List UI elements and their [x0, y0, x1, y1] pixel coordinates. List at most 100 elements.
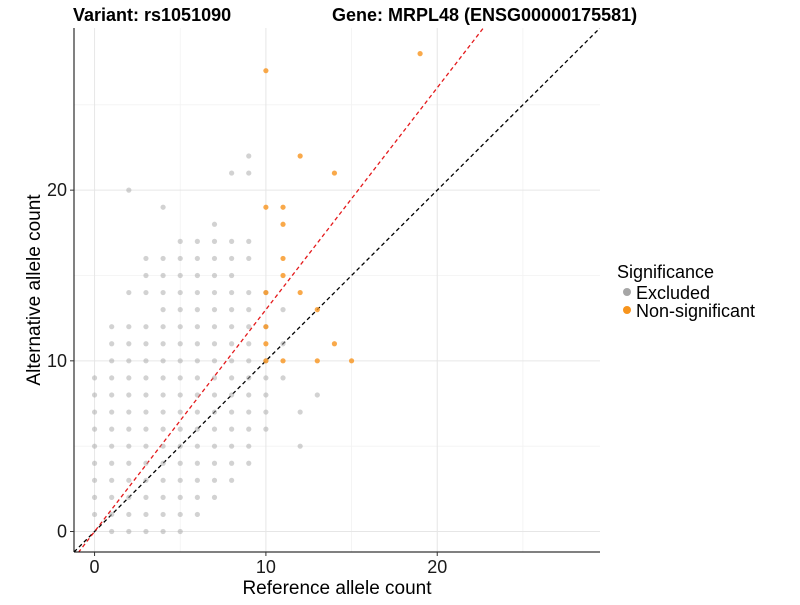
data-point [177, 426, 183, 432]
data-point [211, 324, 218, 330]
data-point [126, 477, 132, 483]
data-point [177, 460, 183, 466]
data-point [246, 443, 252, 449]
data-point [109, 511, 115, 518]
data-point [177, 272, 183, 279]
data-point [143, 477, 149, 483]
y-axis-title: Alternative allele count [24, 194, 45, 386]
data-point [177, 528, 183, 535]
data-point [177, 392, 183, 398]
data-point [109, 426, 115, 432]
data-point [177, 375, 183, 381]
data-point [246, 426, 252, 432]
data-point [211, 272, 218, 279]
data-point [263, 392, 269, 398]
data-point [91, 409, 98, 415]
data-point [160, 494, 166, 500]
data-point [177, 358, 183, 364]
data-point [246, 324, 252, 330]
data-point [246, 409, 252, 415]
data-point [211, 221, 218, 227]
data-point [160, 460, 166, 466]
chart-title-variant: Variant: rs1051090 [73, 5, 231, 25]
data-point [194, 392, 200, 398]
data-point [194, 341, 200, 347]
axes: 0 10 20 0 10 20 [47, 28, 600, 577]
data-point [229, 358, 235, 364]
data-point [246, 392, 252, 398]
x-tick-label: 0 [90, 557, 100, 577]
data-point [211, 443, 218, 449]
data-point [160, 255, 166, 262]
data-point [297, 289, 303, 296]
data-point [229, 341, 235, 347]
data-point [211, 358, 218, 364]
data-point [331, 170, 338, 176]
data-point [246, 153, 252, 159]
data-point [143, 443, 149, 449]
data-point [177, 511, 183, 518]
data-point [194, 289, 200, 296]
data-point [160, 272, 166, 279]
data-point [194, 443, 200, 449]
data-point [194, 358, 200, 364]
data-point [160, 307, 166, 313]
data-point [160, 204, 166, 210]
data-point [109, 528, 115, 535]
data-point [143, 511, 149, 518]
data-point [229, 460, 235, 466]
data-point [109, 477, 115, 483]
data-point [348, 358, 355, 364]
data-point [126, 289, 132, 296]
data-point [109, 375, 115, 381]
data-point [109, 443, 115, 449]
data-point [143, 409, 149, 415]
data-point [160, 392, 166, 398]
data-point [177, 477, 183, 483]
data-point [211, 307, 218, 313]
data-point [263, 409, 269, 415]
data-point [211, 477, 218, 483]
series-excluded [91, 153, 320, 535]
data-point [194, 426, 200, 432]
data-point [126, 324, 132, 330]
data-point [126, 187, 132, 193]
data-point [194, 238, 200, 244]
y-tick-label: 10 [47, 351, 67, 371]
x-tick-label: 10 [256, 557, 276, 577]
data-point [229, 324, 235, 330]
data-point [91, 477, 98, 483]
data-point [109, 409, 115, 415]
data-point [160, 324, 166, 330]
y-tick-label: 20 [47, 180, 67, 200]
data-point [194, 494, 200, 500]
data-point [246, 238, 252, 244]
data-point [177, 494, 183, 500]
data-point [143, 460, 149, 466]
data-point [126, 426, 132, 432]
chart-title-gene: Gene: MRPL48 (ENSG00000175581) [332, 5, 637, 25]
data-point [229, 477, 235, 483]
data-point [211, 341, 218, 347]
data-point [143, 255, 149, 262]
data-point [229, 443, 235, 449]
data-point [160, 375, 166, 381]
data-point [229, 426, 235, 432]
data-point [280, 255, 286, 262]
data-point [229, 409, 235, 415]
data-point [91, 375, 98, 381]
fit-line [77, 28, 485, 552]
data-point [91, 443, 98, 449]
legend-title: Significance [617, 262, 714, 282]
data-point [143, 494, 149, 500]
data-point [109, 358, 115, 364]
data-point [246, 460, 252, 466]
data-point [160, 409, 166, 415]
data-point [194, 272, 200, 279]
x-tick-label: 20 [427, 557, 447, 577]
data-point [126, 392, 132, 398]
data-point [160, 358, 166, 364]
data-point [160, 528, 166, 535]
